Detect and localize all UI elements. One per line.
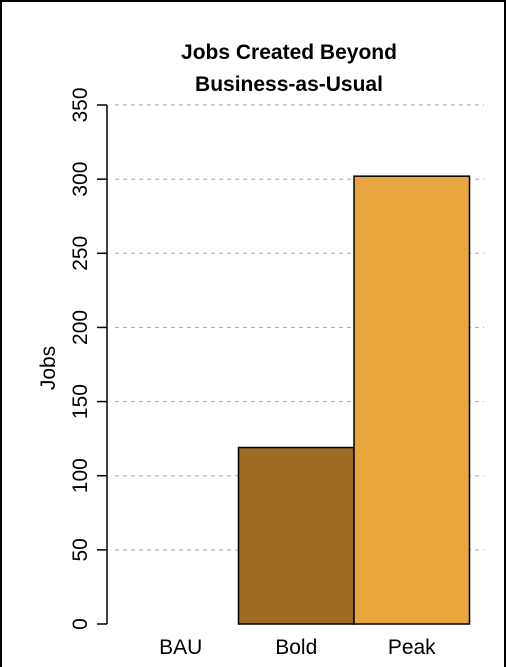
y-tick-label: 100 xyxy=(69,458,92,493)
y-tick-label: 150 xyxy=(69,384,92,419)
y-tick-label: 50 xyxy=(69,538,92,561)
y-axis xyxy=(97,104,108,625)
chart-title-line-1: Jobs Created Beyond xyxy=(181,41,397,64)
y-tick-label: 200 xyxy=(69,310,92,345)
y-tick-label: 350 xyxy=(69,87,92,122)
bars xyxy=(237,175,471,625)
chart-title-line-2: Business-as-Usual xyxy=(195,73,383,96)
y-tick-label: 250 xyxy=(69,236,92,271)
bar xyxy=(353,175,471,625)
x-category-label: Peak xyxy=(388,636,436,659)
bar xyxy=(237,446,355,625)
x-category-label: BAU xyxy=(159,636,202,659)
y-tick-labels: 0 50 100 150 200 250 300 350 xyxy=(69,87,92,629)
y-tick-label: 300 xyxy=(69,162,92,197)
x-category-labels: BAU Bold Peak xyxy=(159,636,436,659)
y-tick-label: 0 xyxy=(69,618,92,630)
y-axis-title: Jobs xyxy=(37,346,60,390)
x-category-label: Bold xyxy=(275,636,317,659)
